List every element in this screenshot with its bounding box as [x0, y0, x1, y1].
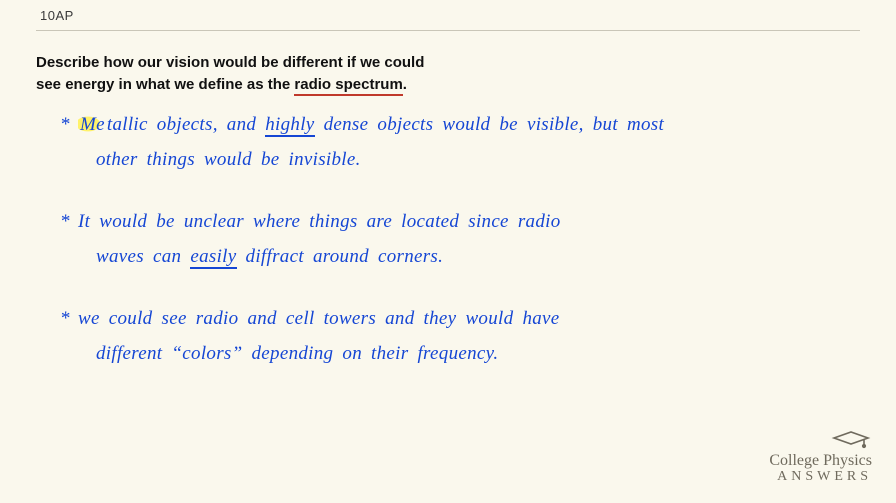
text-span: dense objects would be visible, but most — [315, 114, 665, 135]
question-line2-post: . — [403, 76, 407, 93]
question-line1: Describe how our vision would be differe… — [36, 54, 424, 71]
text-span: waves can — [96, 246, 190, 267]
answer-1-line-2: other things would be invisible. — [60, 145, 860, 174]
question-underlined: radio spectrum — [294, 76, 402, 96]
logo-line1: College Physics — [769, 453, 872, 469]
text-span: It would be unclear where things are loc… — [78, 211, 561, 232]
answer-3-line-1: *we could see radio and cell towers and … — [60, 304, 860, 333]
page-label: 10AP — [40, 8, 74, 23]
question-text: Describe how our vision would be differe… — [36, 52, 424, 96]
answer-2-line-1: *It would be unclear where things are lo… — [60, 207, 860, 236]
question-line2-pre: see energy in what we define as the — [36, 76, 294, 93]
answer-1-line-1: *Metallic objects, and highly dense obje… — [60, 110, 860, 139]
bullet-asterisk: * — [60, 110, 78, 139]
text-span: different “colors” depending on their fr… — [96, 343, 498, 364]
divider — [36, 30, 860, 31]
bullet-asterisk: * — [60, 304, 78, 333]
watermark-logo: College Physics ANSWERS — [769, 429, 872, 485]
underline-span: highly — [265, 114, 314, 137]
spacer — [60, 278, 860, 304]
bullet-asterisk: * — [60, 207, 78, 236]
text-span: other things would be invisible. — [96, 149, 361, 170]
underline-span: easily — [190, 246, 236, 269]
answer-2-line-2: waves can easily diffract around corners… — [60, 242, 860, 271]
logo-line2: ANSWERS — [769, 469, 872, 485]
text-span: we could see radio and cell towers and t… — [78, 308, 560, 329]
text-span: tallic objects, and — [107, 114, 265, 135]
answer-3-line-2: different “colors” depending on their fr… — [60, 339, 860, 368]
graduation-cap-icon — [830, 429, 872, 449]
text-span: diffract around corners. — [237, 246, 444, 267]
spacer — [60, 181, 860, 207]
highlight-span: Me — [78, 114, 107, 135]
answers-block: *Metallic objects, and highly dense obje… — [60, 110, 860, 375]
